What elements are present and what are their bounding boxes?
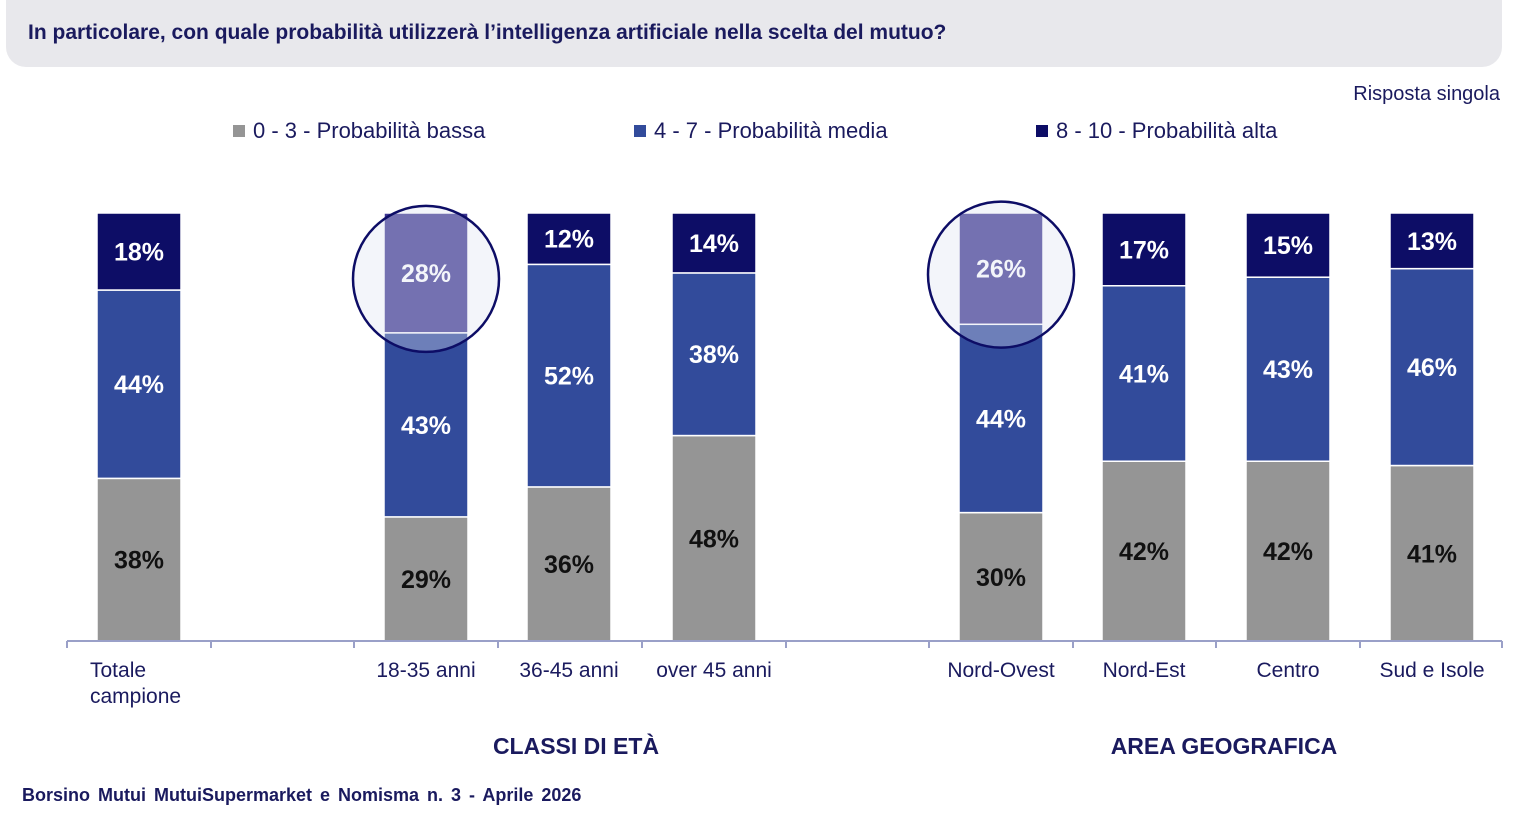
x-tick-label: over 45 anni — [656, 659, 772, 682]
bar-value-label: 43% — [401, 412, 451, 440]
bar-value-label: 38% — [114, 547, 164, 575]
bar-value-label: 42% — [1263, 538, 1313, 566]
x-tick-label: Totale — [90, 659, 146, 682]
bar-segment-high — [96, 212, 182, 291]
bar-value-label: 44% — [976, 405, 1026, 433]
bar-value-label: 12% — [544, 226, 594, 254]
legend-label-low: 0 - 3 - Probabilità bassa — [253, 118, 486, 143]
group-label-area: AREA GEOGRAFICA — [1110, 733, 1338, 759]
x-tick-label: Nord-Est — [1103, 659, 1186, 682]
bar-value-label: 43% — [1263, 356, 1313, 384]
bar-segment-low — [526, 486, 612, 642]
bar-value-label: 17% — [1119, 236, 1169, 264]
legend-item-high: 8 - 10 - Probabilità alta — [1036, 118, 1278, 143]
bar-value-label: 36% — [544, 551, 594, 579]
bar-value-label: 26% — [976, 256, 1026, 284]
bar-segment-low — [671, 434, 757, 642]
bar-segment-low — [958, 511, 1044, 642]
bar-segment-low — [1389, 464, 1475, 642]
bar-segment-medium — [526, 263, 612, 488]
highlight-circle — [351, 204, 501, 354]
page-title: In particolare, con quale probabilità ut… — [28, 21, 947, 44]
bar-value-label: 38% — [689, 341, 739, 369]
bar-segment-high — [1389, 212, 1475, 270]
bar-value-label: 52% — [544, 363, 594, 391]
bar-segment-high — [671, 212, 757, 274]
bar-value-label: 30% — [976, 564, 1026, 592]
chart-subtitle: Risposta singola — [1353, 83, 1500, 105]
legend-swatch-high — [1036, 125, 1048, 137]
bar-segment-medium — [1389, 267, 1475, 467]
bar-value-label: 29% — [401, 566, 451, 594]
x-tick-label: Nord-Ovest — [947, 659, 1055, 682]
x-tick-label: 18-35 anni — [376, 659, 475, 682]
title-bar: In particolare, con quale probabilità ut… — [6, 0, 1502, 67]
bar-segment-medium — [383, 332, 469, 518]
legend-label-medium: 4 - 7 - Probabilità media — [654, 118, 888, 143]
bar-value-label: 46% — [1407, 354, 1457, 382]
legend-swatch-medium — [634, 125, 646, 137]
bar-segment-high — [958, 212, 1044, 326]
bar-value-label: 48% — [689, 525, 739, 553]
bar-segment-medium — [1245, 276, 1331, 462]
x-tick-label: Sud e Isole — [1379, 659, 1484, 682]
bar-segment-high — [1101, 212, 1187, 287]
legend-item-low: 0 - 3 - Probabilità bassa — [233, 118, 486, 143]
bar-segment-low — [1101, 460, 1187, 642]
bar-segment-medium — [671, 272, 757, 437]
bar-value-label: 14% — [689, 230, 739, 258]
bar-segment-high — [1245, 212, 1331, 278]
bar-segment-low — [383, 516, 469, 642]
legend-swatch-low — [233, 125, 245, 137]
bar-segment-high — [526, 212, 612, 266]
bar-segment-low — [1245, 460, 1331, 642]
bar-value-label: 41% — [1119, 361, 1169, 389]
bar-value-label: 15% — [1263, 232, 1313, 260]
bar-value-label: 41% — [1407, 540, 1457, 568]
highlight-circle — [926, 200, 1076, 349]
bar-segment-medium — [96, 289, 182, 480]
x-tick-label: 36-45 anni — [519, 659, 618, 682]
x-tick-label: Centro — [1256, 659, 1319, 682]
bar-value-label: 42% — [1119, 538, 1169, 566]
source-footer: Borsino Mutui MutuiSupermarket e Nomisma… — [22, 785, 582, 805]
bar-value-label: 13% — [1407, 228, 1457, 256]
legend-label-high: 8 - 10 - Probabilità alta — [1056, 118, 1278, 143]
bar-value-label: 44% — [114, 371, 164, 399]
bar-segment-medium — [1101, 285, 1187, 462]
group-label-age: CLASSI DI ETÀ — [492, 733, 660, 759]
bar-value-label: 18% — [114, 239, 164, 267]
bar-segment-high — [383, 212, 469, 334]
legend-item-medium: 4 - 7 - Probabilità media — [634, 118, 888, 143]
bar-value-label: 28% — [401, 260, 451, 288]
x-tick-label: campione — [90, 685, 181, 708]
